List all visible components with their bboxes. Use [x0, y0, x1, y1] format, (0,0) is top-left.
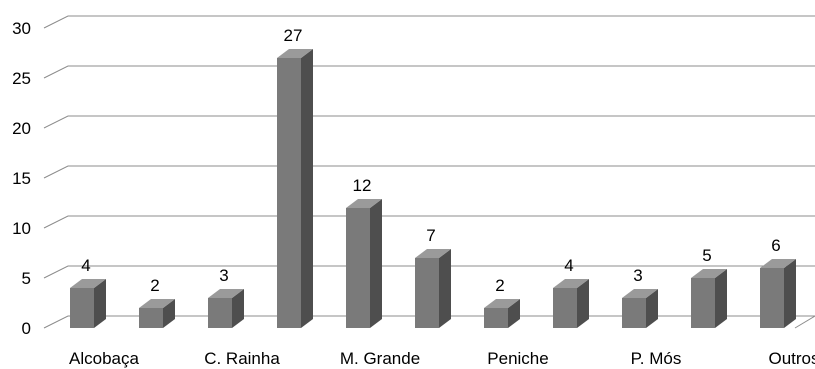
y-tick-label: 15: [12, 169, 31, 188]
gridline: [43, 265, 815, 279]
data-label: 7: [426, 226, 435, 245]
gridline: [43, 215, 815, 229]
y-axis-ticks: 0 5 10 15 20 25 30: [12, 19, 31, 338]
y-tick-label: 25: [12, 69, 31, 88]
data-label: 27: [284, 26, 303, 45]
bar: [760, 259, 796, 328]
bar: [691, 269, 727, 328]
bar: [208, 289, 244, 328]
gridline: [43, 65, 815, 79]
data-label: 4: [81, 256, 90, 275]
x-tick-label: Outros: [768, 349, 815, 368]
gridline: [43, 115, 815, 129]
bar: [139, 299, 175, 328]
floor-edge: [794, 315, 815, 329]
x-tick-label: C. Rainha: [204, 349, 280, 368]
data-label: 2: [150, 276, 159, 295]
x-tick-label: Alcobaça: [69, 349, 139, 368]
data-label: 4: [564, 256, 573, 275]
x-tick-label: P. Mós: [631, 349, 682, 368]
y-tick-label: 30: [12, 19, 31, 38]
x-tick-label: M. Grande: [340, 349, 420, 368]
bar: [415, 249, 451, 328]
x-axis-ticks: Alcobaça C. Rainha M. Grande Peniche P. Mós O…: [69, 349, 815, 368]
bar: [70, 279, 106, 328]
data-label: 3: [219, 266, 228, 285]
bar: [346, 199, 382, 328]
y-tick-label: 20: [12, 119, 31, 138]
gridline: [43, 165, 815, 179]
bar: [277, 49, 313, 328]
data-label: 2: [495, 276, 504, 295]
data-label: 3: [633, 266, 642, 285]
data-label: 6: [771, 236, 780, 255]
y-tick-label: 0: [22, 319, 31, 338]
bar: [484, 299, 520, 328]
y-tick-label: 10: [12, 219, 31, 238]
gridline: [43, 15, 815, 29]
data-labels: 4 2 3 27 12 7 2 4 3 5 6: [81, 26, 780, 295]
gridlines: [43, 15, 815, 329]
data-label: 5: [702, 246, 711, 265]
x-tick-label: Peniche: [487, 349, 548, 368]
bar: [622, 289, 658, 328]
data-label: 12: [353, 176, 372, 195]
bar: [553, 279, 589, 328]
bars: [70, 49, 796, 328]
y-tick-label: 5: [22, 269, 31, 288]
